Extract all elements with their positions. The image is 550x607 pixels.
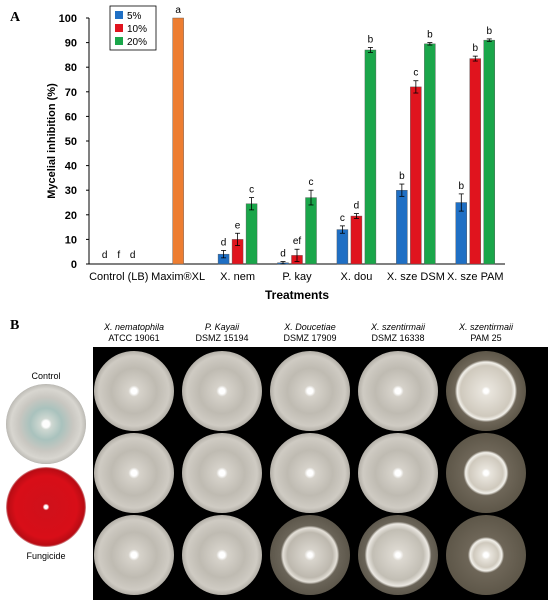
y-tick-label: 40	[65, 161, 77, 173]
legend-swatch	[115, 24, 123, 32]
bar-20pct	[483, 39, 495, 265]
strain-name: X. Doucetiae	[284, 322, 336, 332]
x-tick-label: X. dou	[341, 271, 373, 283]
concentration-label: 10% SM	[535, 451, 546, 489]
panel-a-label: A	[10, 10, 21, 25]
strain-id: DSMZ 16338	[371, 333, 425, 343]
culture-plate	[94, 515, 174, 595]
culture-plate	[94, 351, 174, 431]
significance-letter: d	[354, 201, 360, 212]
chart-axes: 0 10 20 30 40 50 60 70 80 90 100 Mycelial inhibitio…	[46, 13, 505, 302]
chart-legend: 5% 10% 20%	[109, 5, 157, 51]
culture-plate	[270, 433, 350, 513]
strain-id: PAM 25	[470, 333, 502, 343]
y-tick-label: 100	[59, 13, 77, 25]
legend-label: 5%	[127, 11, 142, 22]
significance-letter: b	[487, 26, 493, 37]
culture-plate	[446, 515, 526, 595]
strain-name: X. szentirmaii	[370, 322, 425, 332]
strain-id: ATCC 19061	[108, 333, 160, 343]
culture-plate	[358, 433, 438, 513]
bar-10pct	[469, 58, 481, 265]
bar-20pct	[364, 49, 377, 265]
bar-5pct	[336, 229, 349, 265]
culture-plate	[270, 515, 350, 595]
significance-letter: d	[221, 237, 227, 248]
strain-name: P. Kayaii	[204, 322, 240, 332]
y-tick-label: 90	[65, 38, 77, 50]
significance-letter: b	[368, 35, 374, 46]
x-tick-label: Maxim®XL	[151, 271, 205, 283]
bar-20pct	[245, 203, 258, 265]
bar-10pct	[350, 215, 363, 265]
chart-bars	[172, 17, 495, 265]
plate-photo-grid	[93, 347, 548, 600]
culture-plate	[446, 351, 526, 431]
culture-plate	[182, 351, 262, 431]
legend-swatch	[115, 37, 123, 45]
y-tick-label: 60	[65, 111, 77, 123]
culture-plate	[94, 433, 174, 513]
significance-letter: d	[102, 250, 108, 261]
x-tick-label: X. sze DSM	[387, 271, 445, 283]
bar-fungicide	[172, 17, 184, 265]
legend-label: 10%	[127, 24, 147, 35]
bar-20pct	[424, 43, 436, 265]
control-label: Control	[31, 371, 61, 381]
x-tick-label: P. kay	[282, 271, 312, 283]
significance-letter: d	[130, 250, 136, 261]
legend-swatch	[115, 11, 123, 19]
significance-letter: b	[399, 171, 405, 182]
significance-letter: b	[427, 30, 433, 41]
x-tick-label: X. sze PAM	[447, 271, 504, 283]
x-axis-label: Treatments	[265, 288, 329, 302]
culture-plate	[358, 351, 438, 431]
y-tick-label: 30	[65, 185, 77, 197]
significance-letter: b	[473, 43, 479, 54]
bar-20pct	[305, 197, 317, 265]
significance-letter: d	[280, 249, 286, 260]
significance-letter: c	[340, 213, 345, 224]
strain-id: DSMZ 17909	[283, 333, 337, 343]
x-tick-label: X. nem	[220, 271, 255, 283]
concentration-label: 5% SM	[535, 369, 546, 402]
strain-id: DSMZ 15194	[195, 333, 249, 343]
y-tick-label: 50	[65, 136, 77, 148]
y-tick-label: 0	[71, 259, 77, 271]
y-tick-label: 10	[65, 234, 77, 246]
significance-letter: e	[235, 220, 241, 231]
bar-chart: 0 10 20 30 40 50 60 70 80 90 100 Mycelial inhibitio…	[46, 5, 505, 302]
bar-5pct	[455, 202, 467, 265]
culture-plate	[270, 351, 350, 431]
y-tick-label: 80	[65, 62, 77, 74]
significance-letter: a	[175, 5, 181, 16]
x-tick-label: Control (LB)	[89, 271, 148, 283]
panel-b-label: B	[10, 318, 20, 333]
fungicide-label: Fungicide	[26, 551, 66, 561]
culture-plate	[182, 515, 262, 595]
bar-10pct	[410, 86, 422, 265]
significance-letter: ef	[293, 236, 302, 247]
significance-letter: f	[117, 250, 120, 261]
significance-letter: c	[249, 185, 254, 196]
concentration-label: 20% SM	[535, 533, 546, 571]
y-axis-label: Mycelial inhibition (%)	[46, 83, 58, 199]
culture-plate	[446, 433, 526, 513]
strain-name: X. nematophila	[103, 322, 165, 332]
significance-letter: c	[413, 68, 418, 79]
culture-plate	[358, 515, 438, 595]
bar-5pct	[396, 189, 408, 265]
fungicide-dish	[6, 467, 86, 547]
control-dish	[6, 384, 86, 464]
strain-name: X. szentirmaii	[458, 322, 513, 332]
culture-plate	[182, 433, 262, 513]
y-tick-label: 20	[65, 210, 77, 222]
significance-letter: b	[459, 181, 465, 192]
y-tick-label: 70	[65, 87, 77, 99]
legend-label: 20%	[127, 37, 147, 48]
significance-letter: c	[309, 177, 314, 188]
